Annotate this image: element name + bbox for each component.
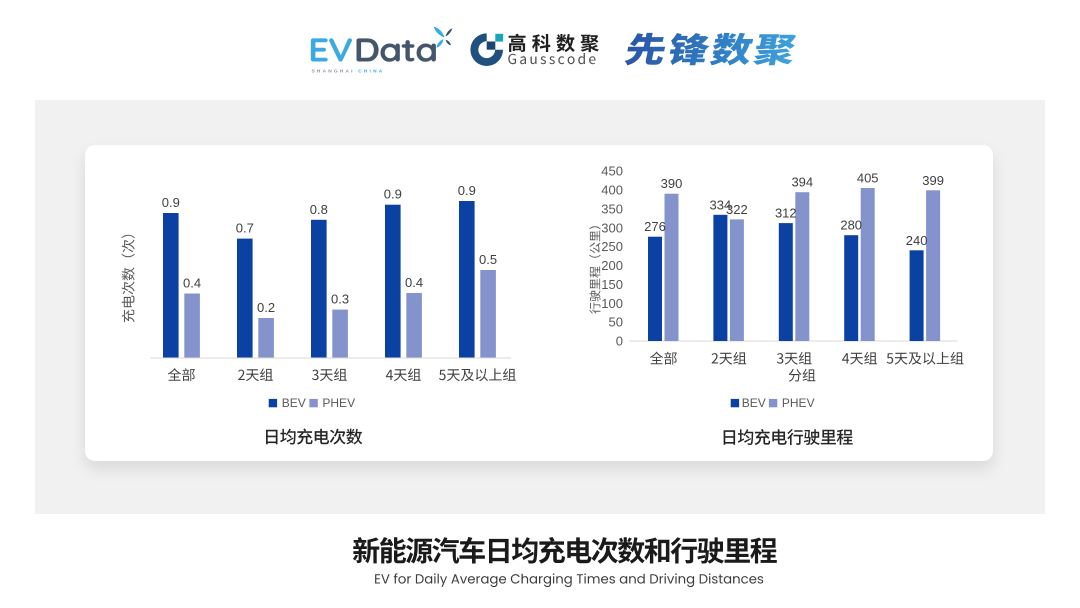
svg-text:0.9: 0.9 [458,183,476,198]
svg-text:399: 399 [922,173,944,188]
svg-text:0.2: 0.2 [257,300,275,315]
svg-text:390: 390 [661,176,683,191]
svg-text:450: 450 [601,164,623,179]
svg-text:BEV: BEV [282,396,306,410]
svg-text:405: 405 [857,171,879,186]
svg-text:0.4: 0.4 [405,275,423,290]
svg-text:0.5: 0.5 [479,252,497,267]
svg-text:200: 200 [601,258,623,273]
svg-text:50: 50 [609,315,623,330]
svg-text:240: 240 [906,233,928,248]
svg-text:150: 150 [601,277,623,292]
svg-text:322: 322 [726,202,748,217]
svg-text:300: 300 [601,220,623,235]
svg-text:PHEV: PHEV [782,396,815,410]
svg-text:250: 250 [601,239,623,254]
svg-text:PHEV: PHEV [322,396,355,410]
svg-text:0.3: 0.3 [331,292,349,307]
svg-text:0.9: 0.9 [384,187,402,202]
svg-text:394: 394 [791,175,813,190]
svg-text:280: 280 [840,218,862,233]
svg-text:312: 312 [775,206,797,221]
svg-text:0.7: 0.7 [236,221,254,236]
svg-text:0: 0 [616,334,623,349]
svg-text:0.8: 0.8 [310,202,328,217]
svg-text:SHANGHAI CHINA: SHANGHAI CHINA [312,69,385,75]
svg-text:BEV: BEV [742,396,766,410]
svg-text:0.9: 0.9 [162,195,180,210]
svg-text:400: 400 [601,183,623,198]
svg-text:276: 276 [644,219,666,234]
svg-text:334: 334 [710,197,732,212]
svg-text:350: 350 [601,201,623,216]
svg-text:0.4: 0.4 [183,276,201,291]
svg-text:100: 100 [601,296,623,311]
